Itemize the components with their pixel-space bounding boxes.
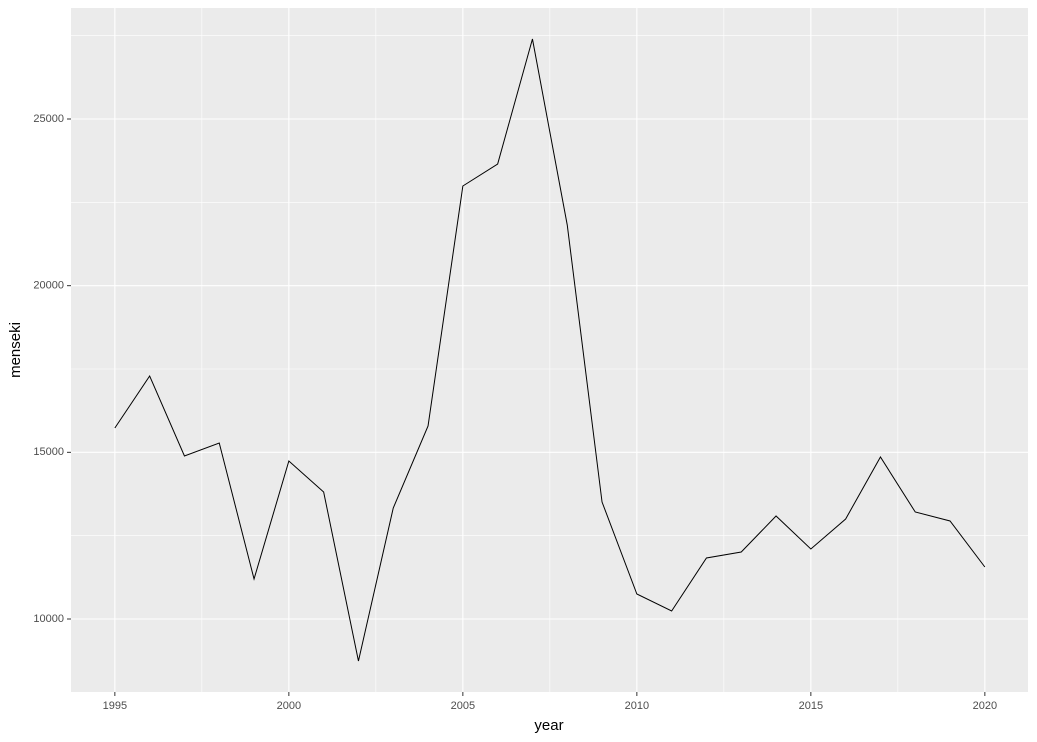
x-tick-label: 2015 bbox=[799, 700, 823, 712]
grid bbox=[71, 8, 1028, 692]
x-tick-label: 2000 bbox=[277, 700, 301, 712]
y-tick-label: 20000 bbox=[33, 280, 64, 292]
y-tick-label: 25000 bbox=[33, 113, 64, 125]
marks bbox=[114, 38, 986, 662]
data-line bbox=[114, 38, 986, 662]
x-tick-label: 1995 bbox=[103, 700, 127, 712]
y-tick-label: 15000 bbox=[33, 446, 64, 458]
x-tick-label: 2005 bbox=[451, 700, 475, 712]
panel bbox=[71, 8, 1028, 692]
y-tick-label: 10000 bbox=[33, 613, 64, 625]
x-axis-title: year bbox=[534, 717, 563, 734]
x-tick-label: 2010 bbox=[625, 700, 649, 712]
x-tick-label: 2020 bbox=[973, 700, 997, 712]
y-axis-title: menseki bbox=[7, 322, 24, 378]
